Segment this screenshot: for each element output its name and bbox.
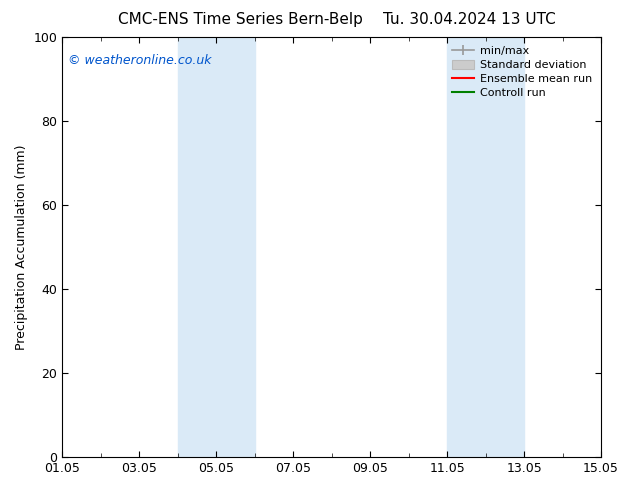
Y-axis label: Precipitation Accumulation (mm): Precipitation Accumulation (mm) — [15, 145, 28, 350]
Text: CMC-ENS Time Series Bern-Belp: CMC-ENS Time Series Bern-Belp — [119, 12, 363, 27]
Bar — [447, 37, 524, 457]
Legend: min/max, Standard deviation, Ensemble mean run, Controll run: min/max, Standard deviation, Ensemble me… — [449, 43, 595, 101]
Text: © weatheronline.co.uk: © weatheronline.co.uk — [68, 54, 211, 67]
Bar — [178, 37, 255, 457]
Text: Tu. 30.04.2024 13 UTC: Tu. 30.04.2024 13 UTC — [383, 12, 555, 27]
